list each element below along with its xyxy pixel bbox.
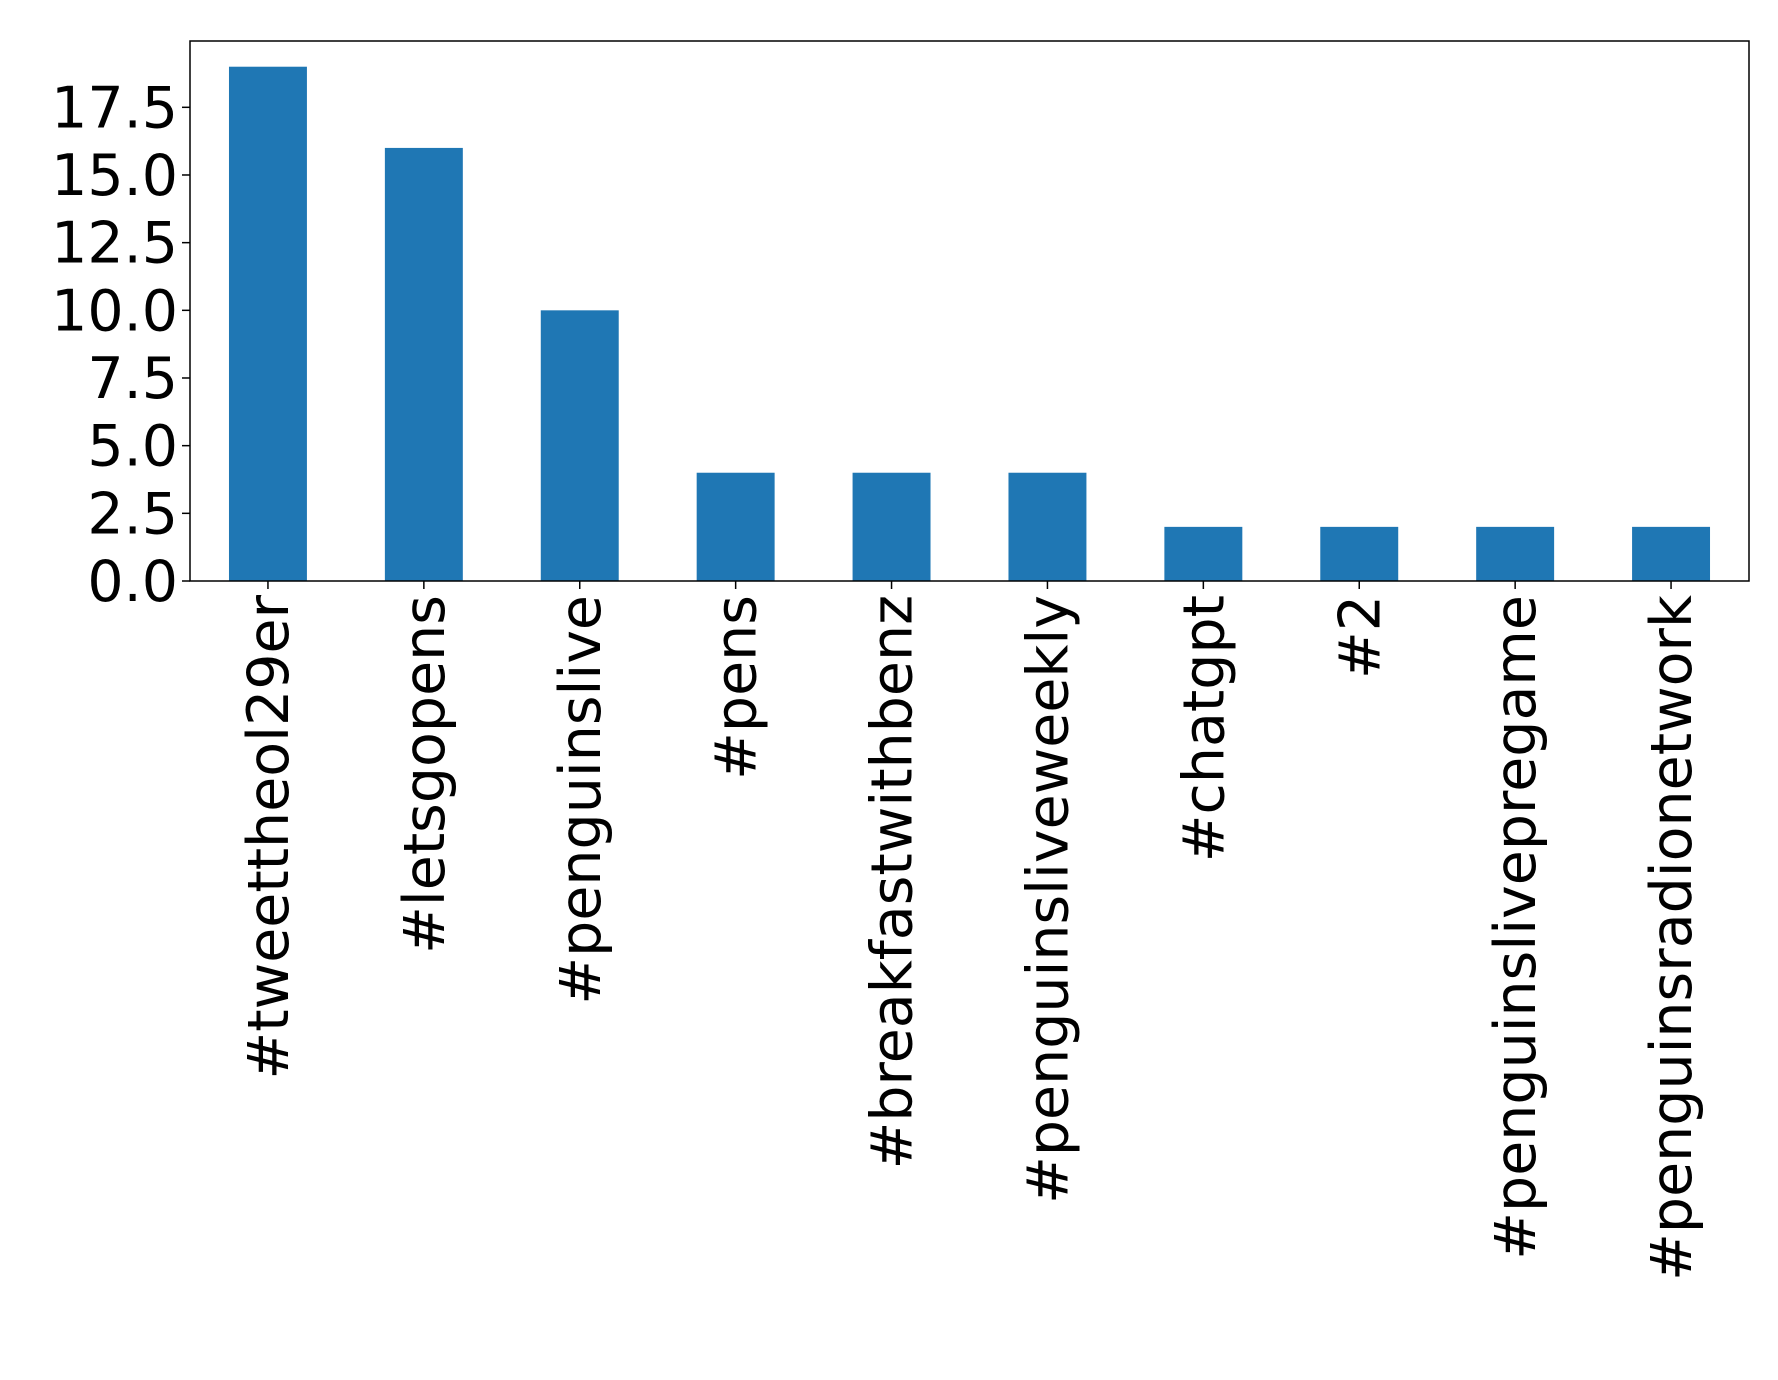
- x-tick-label: #pens: [704, 595, 770, 780]
- bar: [1476, 526, 1555, 581]
- y-tick-label: 5.0: [87, 414, 178, 480]
- y-tick-label: 2.5: [87, 481, 178, 547]
- x-tick-label: #2: [1327, 595, 1393, 679]
- x-tick-label: #penguinslive: [548, 595, 614, 1005]
- bar: [228, 66, 307, 581]
- x-tick-label: #breakfastwithbenz: [860, 595, 926, 1169]
- bar: [696, 472, 775, 581]
- bar: [1008, 472, 1087, 581]
- y-tick-label: 0.0: [87, 549, 178, 615]
- bar: [540, 310, 619, 581]
- y-tick-label: 10.0: [51, 278, 178, 344]
- bar: [1632, 526, 1711, 581]
- bar: [1320, 526, 1399, 581]
- y-tick-label: 17.5: [51, 75, 178, 141]
- x-tick-label: #penguinsradionetwork: [1639, 595, 1705, 1281]
- x-tick-label: #penguinslivepregame: [1483, 595, 1549, 1260]
- x-tick-label: #letsgopens: [392, 595, 458, 954]
- y-tick-label: 15.0: [51, 143, 178, 209]
- x-tick-label: #tweettheol29er: [236, 594, 302, 1079]
- x-tick-label: #chatgpt: [1171, 595, 1237, 862]
- bar: [852, 472, 931, 581]
- axes-frame: [189, 40, 1750, 582]
- bar: [384, 147, 463, 581]
- y-tick-label: 7.5: [87, 346, 178, 412]
- bar: [1164, 526, 1243, 581]
- y-tick-label: 12.5: [51, 211, 178, 277]
- x-tick-label: #penguinsliveweekly: [1015, 595, 1081, 1204]
